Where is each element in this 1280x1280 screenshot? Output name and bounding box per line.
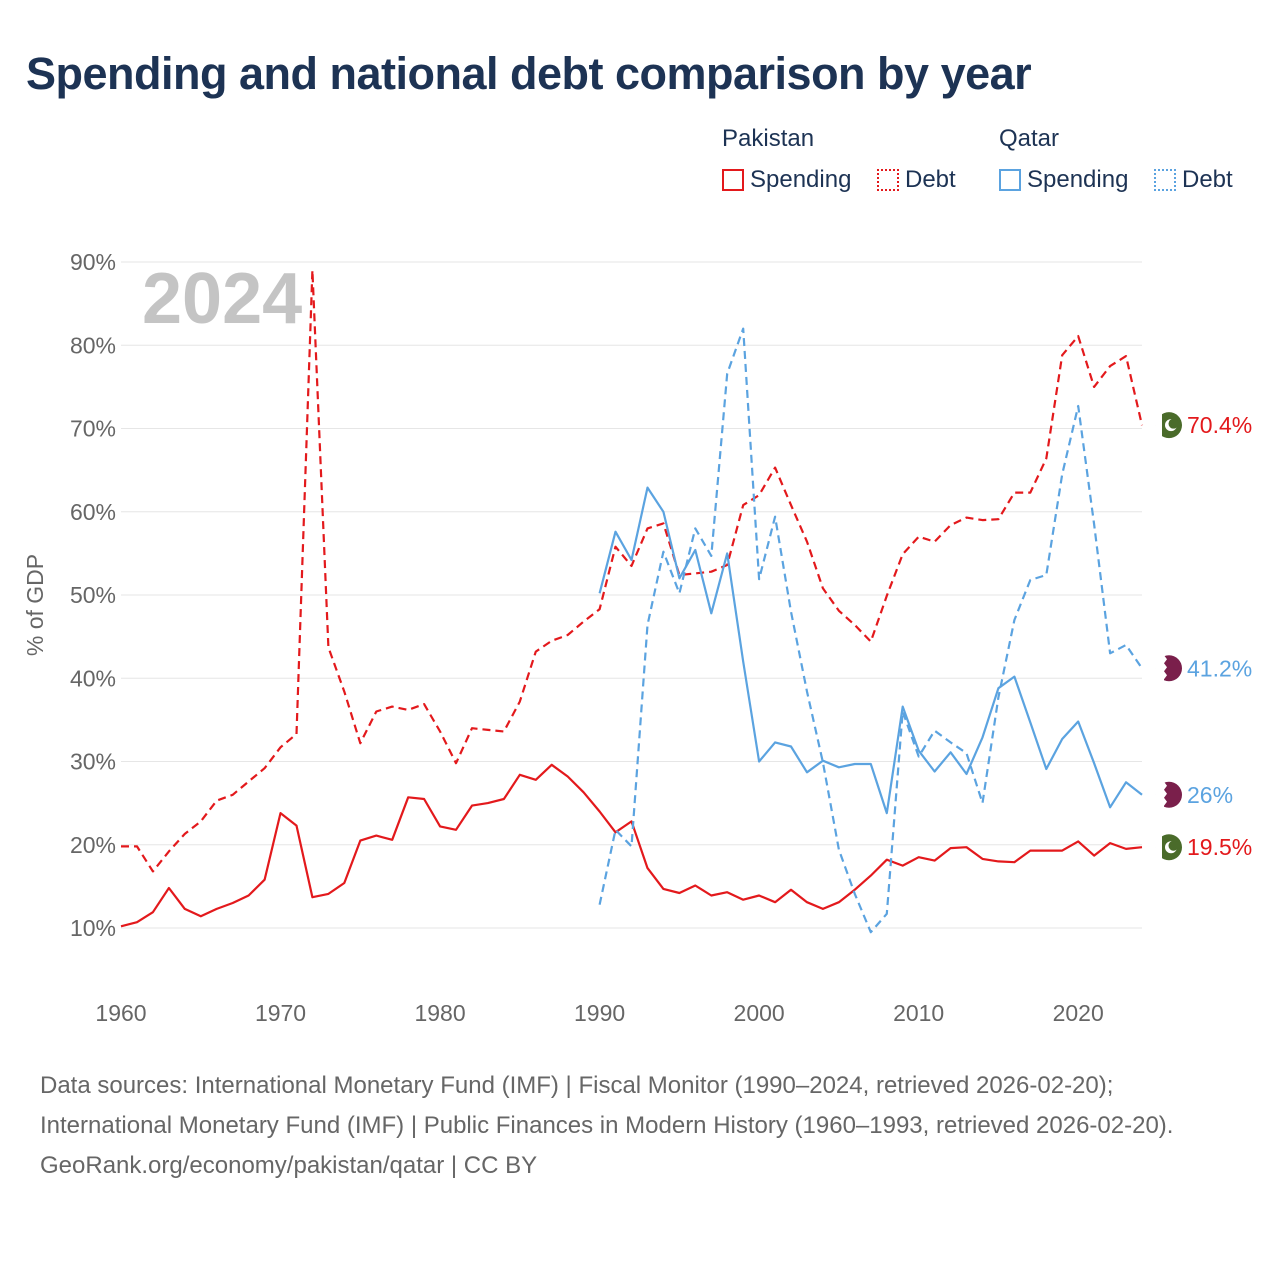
legend-pakistan-heading: Pakistan <box>722 125 815 152</box>
qatar-spending-end-label: 26% <box>1187 782 1233 808</box>
qatar-debt-line <box>598 327 1143 934</box>
end-labels: 70.4% 19.5% 41.2% 26% <box>1156 412 1252 861</box>
qatar-debt-end-label: 41.2% <box>1187 655 1252 681</box>
legend-qatar-debt[interactable]: Debt <box>1154 166 1233 194</box>
legend-pakistan-spending-label: Spending <box>750 166 852 193</box>
legend-qatar-spending-label: Spending <box>1027 166 1129 193</box>
y-tick-label: 50% <box>70 582 116 608</box>
line-chart: 10% 20% 30% 40% 50% 60% 70% 80% 90% 1960 1970 1980… <box>22 249 1252 1026</box>
legend-qatar-debt-label: Debt <box>1182 166 1233 193</box>
y-tick-label: 80% <box>70 332 116 358</box>
x-tick-label: 1960 <box>95 1000 146 1026</box>
pakistan-spending-end-label: 19.5% <box>1187 834 1252 860</box>
qatar-spending-line <box>598 486 1143 815</box>
qatar-flag-icon <box>1156 655 1182 682</box>
legend-qatar-spending-swatch <box>999 169 1021 191</box>
legend-qatar-debt-swatch <box>1154 169 1176 191</box>
y-tick-label: 40% <box>70 665 116 691</box>
y-axis-ticks: 10% 20% 30% 40% 50% 60% 70% 80% 90% <box>70 249 116 941</box>
y-tick-label: 70% <box>70 416 116 442</box>
x-axis-ticks: 1960 1970 1980 1990 2000 2010 2020 <box>95 1000 1103 1026</box>
data-sources: Data sources: International Monetary Fun… <box>40 1072 1174 1139</box>
chart-title: Spending and national debt comparison by… <box>26 48 1032 99</box>
y-axis-label: % of GDP <box>22 554 48 656</box>
series-lines <box>120 269 1144 934</box>
x-tick-label: 1970 <box>255 1000 306 1026</box>
pakistan-flag-icon <box>1156 412 1182 439</box>
x-tick-label: 1980 <box>414 1000 465 1026</box>
x-tick-label: 2020 <box>1053 1000 1104 1026</box>
legend-pakistan-debt[interactable]: Debt <box>877 166 956 194</box>
legend-qatar-spending[interactable]: Spending <box>999 166 1128 194</box>
y-tick-label: 30% <box>70 749 116 775</box>
pakistan-debt-end-label: 70.4% <box>1187 412 1252 438</box>
pakistan-spending-line <box>120 763 1143 928</box>
footer: Data sources: International Monetary Fun… <box>40 1066 1240 1186</box>
y-tick-label: 60% <box>70 499 116 525</box>
qatar-flag-icon <box>1156 781 1182 808</box>
y-tick-label: 20% <box>70 832 116 858</box>
x-tick-label: 2010 <box>893 1000 944 1026</box>
y-tick-label: 90% <box>70 249 116 275</box>
legend-pakistan-debt-swatch <box>877 169 899 191</box>
y-tick-label: 10% <box>70 915 116 941</box>
gridlines <box>121 261 1142 929</box>
legend-pakistan-spending[interactable]: Spending <box>722 166 851 194</box>
attribution[interactable]: GeoRank.org/economy/pakistan/qatar | CC … <box>40 1152 538 1179</box>
pakistan-debt-line <box>121 269 1144 873</box>
year-watermark: 2024 <box>142 259 302 339</box>
legend-pakistan-spending-swatch <box>722 169 744 191</box>
x-tick-label: 1990 <box>574 1000 625 1026</box>
x-tick-label: 2000 <box>734 1000 785 1026</box>
legend-pakistan-debt-label: Debt <box>905 166 956 193</box>
legend-qatar-heading: Qatar <box>999 125 1060 152</box>
pakistan-flag-icon <box>1156 834 1182 861</box>
